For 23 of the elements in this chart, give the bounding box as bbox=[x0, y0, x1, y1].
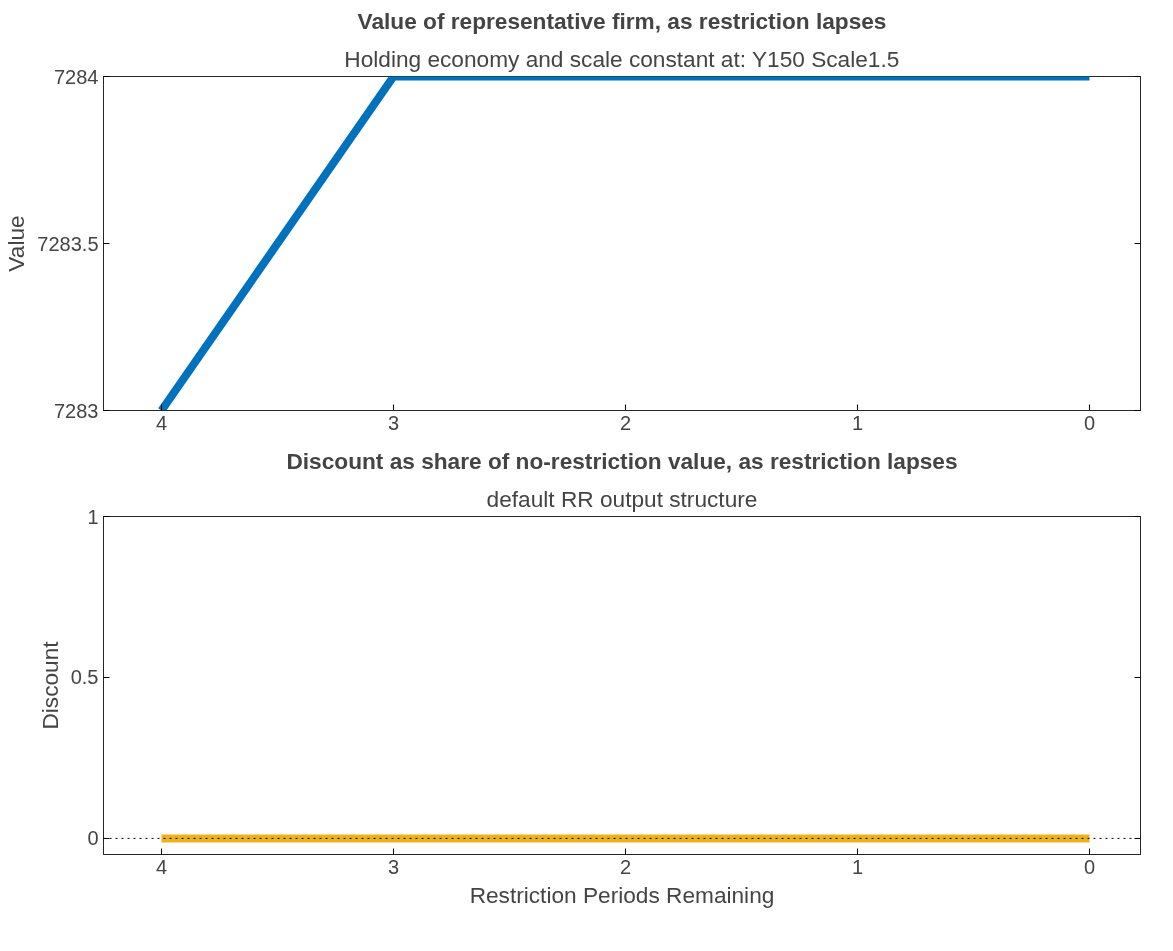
y-tick-label: 7284 bbox=[54, 65, 99, 88]
y-tick-label: 0.5 bbox=[70, 666, 99, 689]
y-axis-title: Discount bbox=[36, 640, 63, 730]
x-tick-label: 0 bbox=[1083, 411, 1096, 434]
chart-title: Discount as share of no-restriction value, as restriction lapses bbox=[286, 447, 958, 474]
x-tick-label: 3 bbox=[387, 411, 400, 434]
x-tick-label: 4 bbox=[155, 855, 168, 878]
x-tick-label: 4 bbox=[155, 411, 168, 434]
y-tick-label: 7283 bbox=[54, 399, 99, 422]
x-tick-label: 2 bbox=[619, 855, 632, 878]
chart-subtitle: Holding economy and scale constant at: Y150 Scale1.5 bbox=[344, 45, 900, 72]
x-tick-label: 1 bbox=[851, 411, 864, 434]
y-tick-label: 0 bbox=[87, 827, 99, 850]
x-axis-title: Restriction Periods Remaining bbox=[469, 881, 775, 908]
x-tick-label: 0 bbox=[1083, 855, 1096, 878]
x-tick-label: 1 bbox=[851, 855, 864, 878]
y-tick-label: 7283.5 bbox=[37, 232, 99, 255]
x-tick-label: 2 bbox=[619, 411, 632, 434]
x-tick-label: 3 bbox=[387, 855, 400, 878]
y-tick-label: 1 bbox=[87, 505, 99, 528]
chart-title: Value of representative firm, as restriction lapses bbox=[357, 7, 887, 34]
y-axis-title: Value bbox=[3, 215, 30, 272]
chart-subtitle: default RR output structure bbox=[486, 485, 758, 512]
